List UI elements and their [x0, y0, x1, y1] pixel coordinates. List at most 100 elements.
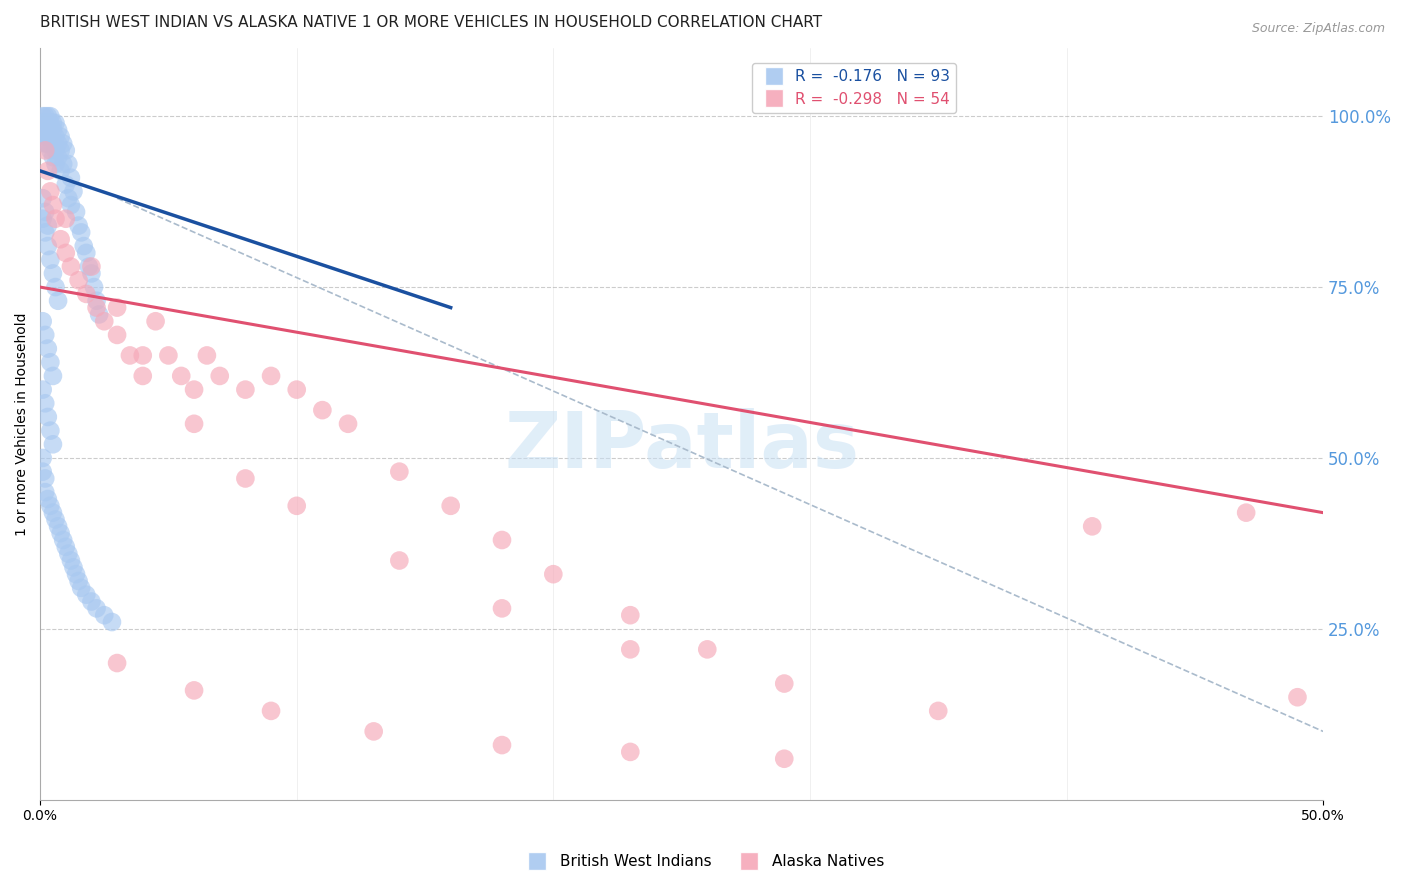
- Point: [67, 219, 90, 233]
- Point: [73, 239, 96, 253]
- Point: [83, 280, 105, 294]
- Point: [80, 260, 103, 274]
- Point: [39, 499, 62, 513]
- Y-axis label: 1 or more Vehicles in Household: 1 or more Vehicles in Household: [15, 312, 30, 535]
- Point: [34, 471, 56, 485]
- Point: [157, 348, 180, 362]
- Point: [42, 136, 65, 151]
- Point: [39, 424, 62, 438]
- Point: [75, 287, 97, 301]
- Point: [65, 567, 87, 582]
- Point: [42, 437, 65, 451]
- Point: [285, 499, 308, 513]
- Point: [37, 342, 59, 356]
- Point: [42, 150, 65, 164]
- Point: [31, 211, 53, 226]
- Point: [39, 109, 62, 123]
- Point: [49, 526, 72, 541]
- Text: ZIPatlas: ZIPatlas: [505, 409, 859, 484]
- Point: [42, 123, 65, 137]
- Point: [34, 109, 56, 123]
- Point: [619, 608, 641, 623]
- Point: [65, 205, 87, 219]
- Point: [55, 178, 77, 192]
- Point: [52, 157, 75, 171]
- Point: [86, 293, 108, 308]
- Point: [39, 252, 62, 267]
- Point: [59, 553, 82, 567]
- Point: [93, 314, 115, 328]
- Point: [39, 116, 62, 130]
- Point: [42, 267, 65, 281]
- Point: [58, 547, 80, 561]
- Point: [31, 109, 53, 123]
- Point: [145, 314, 167, 328]
- Point: [31, 191, 53, 205]
- Point: [363, 724, 385, 739]
- Point: [44, 512, 66, 526]
- Point: [49, 144, 72, 158]
- Point: [1081, 519, 1104, 533]
- Point: [86, 301, 108, 315]
- Point: [75, 246, 97, 260]
- Point: [37, 136, 59, 151]
- Point: [34, 396, 56, 410]
- Point: [34, 144, 56, 158]
- Point: [37, 491, 59, 506]
- Point: [89, 307, 111, 321]
- Point: [42, 116, 65, 130]
- Point: [75, 588, 97, 602]
- Point: [183, 417, 205, 431]
- Point: [46, 293, 69, 308]
- Point: [31, 450, 53, 465]
- Point: [311, 403, 333, 417]
- Point: [86, 601, 108, 615]
- Point: [39, 185, 62, 199]
- Point: [39, 144, 62, 158]
- Point: [773, 676, 796, 690]
- Point: [1286, 690, 1309, 705]
- Point: [773, 752, 796, 766]
- Point: [70, 226, 93, 240]
- Point: [37, 109, 59, 123]
- Point: [285, 383, 308, 397]
- Point: [42, 506, 65, 520]
- Point: [260, 368, 283, 383]
- Point: [388, 465, 411, 479]
- Point: [55, 540, 77, 554]
- Point: [59, 170, 82, 185]
- Point: [337, 417, 360, 431]
- Point: [31, 465, 53, 479]
- Point: [80, 594, 103, 608]
- Point: [543, 567, 565, 582]
- Point: [105, 301, 128, 315]
- Point: [105, 656, 128, 670]
- Point: [491, 533, 513, 547]
- Point: [46, 123, 69, 137]
- Point: [49, 129, 72, 144]
- Point: [49, 164, 72, 178]
- Point: [80, 267, 103, 281]
- Point: [170, 368, 193, 383]
- Point: [59, 198, 82, 212]
- Point: [260, 704, 283, 718]
- Point: [37, 164, 59, 178]
- Legend: British West Indians, Alaska Natives: British West Indians, Alaska Natives: [515, 848, 891, 875]
- Point: [44, 116, 66, 130]
- Point: [55, 211, 77, 226]
- Point: [183, 683, 205, 698]
- Point: [34, 205, 56, 219]
- Point: [208, 368, 231, 383]
- Point: [44, 144, 66, 158]
- Point: [39, 355, 62, 369]
- Point: [42, 368, 65, 383]
- Point: [132, 348, 155, 362]
- Text: BRITISH WEST INDIAN VS ALASKA NATIVE 1 OR MORE VEHICLES IN HOUSEHOLD CORRELATION: BRITISH WEST INDIAN VS ALASKA NATIVE 1 O…: [41, 15, 823, 30]
- Point: [37, 116, 59, 130]
- Point: [44, 129, 66, 144]
- Point: [93, 608, 115, 623]
- Point: [34, 123, 56, 137]
- Point: [67, 574, 90, 588]
- Text: Source: ZipAtlas.com: Source: ZipAtlas.com: [1251, 22, 1385, 36]
- Point: [927, 704, 949, 718]
